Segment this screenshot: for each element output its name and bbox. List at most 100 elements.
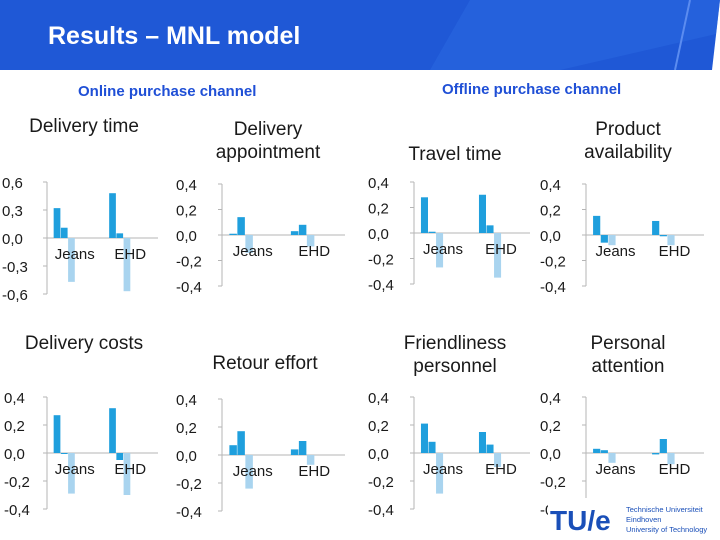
category-label-ehd: EHD: [485, 461, 517, 478]
category-label-ehd: EHD: [298, 463, 330, 480]
y-tick-label: -0,2: [368, 474, 394, 491]
bar-jeans-series-1: [420, 197, 428, 233]
bar-ehd-series-1: [652, 220, 660, 235]
bar-jeans-series-3: [68, 453, 75, 494]
bar-jeans-series-2: [428, 441, 436, 453]
logo-line-3: University of Technology: [626, 525, 707, 534]
title-banner: Results – MNL model: [0, 0, 720, 70]
offline-channel-label: Offline purchase channel: [442, 81, 622, 98]
chart-title-delivery-appointment: Delivery appointment: [215, 119, 321, 163]
y-tick-label: -0,3: [2, 259, 28, 276]
bar-jeans-series-1: [420, 423, 428, 453]
chart-title-personal-attention: Personal attention: [590, 333, 666, 377]
bar-ehd-series-1: [478, 432, 486, 453]
category-label-jeans: Jeans: [595, 461, 635, 478]
bar-ehd-series-2: [659, 235, 667, 237]
y-tick-label: 0,4: [4, 390, 25, 407]
bar-jeans-series-1: [593, 215, 601, 235]
bar-jeans-series-3: [245, 455, 253, 489]
category-label-ehd: EHD: [114, 246, 146, 263]
bar-jeans-series-3: [608, 235, 616, 246]
logo-line-2: Eindhoven: [626, 515, 661, 524]
bar-ehd-series-3: [123, 453, 131, 495]
bar-ehd-series-3: [494, 453, 502, 467]
bar-ehd-series-3: [306, 455, 315, 465]
y-tick-label: 0,2: [540, 203, 561, 220]
y-tick-label: -0,4: [540, 279, 566, 296]
category-label-jeans: Jeans: [423, 461, 463, 478]
y-tick-label: 0,4: [540, 390, 561, 407]
y-tick-label: 0,0: [4, 446, 25, 463]
y-tick-label: 0,3: [2, 203, 23, 220]
bar-jeans-series-2: [428, 231, 436, 233]
chart-title-product-availability: Product availability: [584, 119, 672, 163]
category-label-jeans: Jeans: [595, 243, 635, 260]
bar-ehd-series-3: [667, 453, 675, 465]
y-tick-label: 0,4: [368, 390, 389, 407]
bar-ehd-series-2: [116, 233, 124, 238]
category-label-ehd: EHD: [659, 461, 691, 478]
chart-title-delivery-costs: Delivery costs: [24, 333, 144, 354]
y-tick-label: 0,4: [368, 175, 389, 192]
bar-ehd-series-1: [109, 408, 116, 453]
category-label-ehd: EHD: [114, 461, 146, 478]
y-tick-label: -0,2: [540, 254, 566, 271]
category-label-ehd: EHD: [298, 243, 330, 260]
category-label-jeans: Jeans: [233, 243, 273, 260]
tue-logo: TU/e Technische Universiteit Eindhoven U…: [548, 498, 720, 540]
y-tick-label: 0,0: [176, 448, 197, 465]
y-tick-label: 0,0: [2, 231, 23, 248]
bar-ehd-series-1: [478, 194, 486, 233]
bar-ehd-series-3: [494, 233, 502, 278]
banner-shape: [0, 0, 720, 70]
bar-jeans-series-3: [608, 453, 616, 463]
category-label-ehd: EHD: [659, 243, 691, 260]
bar-jeans-series-3: [68, 238, 75, 282]
y-tick-label: 0,4: [540, 177, 561, 194]
category-label-ehd: EHD: [485, 241, 517, 258]
bar-jeans-series-2: [600, 235, 608, 243]
y-tick-label: -0,4: [368, 502, 394, 519]
y-tick-label: 0,2: [368, 418, 389, 435]
bar-ehd-series-3: [306, 235, 315, 247]
chart-title-retour-effort: Retour effort: [212, 353, 318, 374]
chart-title-delivery-time: Delivery time: [29, 116, 139, 137]
bar-jeans-series-3: [245, 235, 253, 253]
bar-jeans-series-2: [237, 217, 245, 235]
y-tick-label: 0,2: [176, 203, 197, 220]
y-tick-label: -0,4: [368, 277, 394, 294]
y-tick-label: -0,2: [4, 474, 30, 491]
category-label-jeans: Jeans: [233, 463, 273, 480]
logo-mark: TU/e: [550, 505, 611, 536]
y-tick-label: 0,4: [176, 392, 197, 409]
y-tick-label: 0,6: [2, 175, 23, 192]
category-label-jeans: Jeans: [55, 461, 95, 478]
y-tick-label: -0,2: [176, 254, 202, 271]
bar-jeans-series-1: [229, 445, 237, 455]
y-tick-label: -0,4: [4, 502, 30, 519]
logo-line-1: Technische Universiteit: [626, 505, 704, 514]
y-tick-label: -0,2: [368, 252, 394, 269]
bar-ehd-series-2: [116, 453, 124, 460]
y-tick-label: 0,4: [176, 177, 197, 194]
y-tick-label: 0,0: [540, 228, 561, 245]
y-tick-label: -0,2: [176, 476, 202, 493]
bar-ehd-series-2: [486, 444, 494, 453]
bar-ehd-series-2: [298, 224, 307, 235]
category-label-jeans: Jeans: [55, 246, 95, 263]
category-label-jeans: Jeans: [423, 241, 463, 258]
bar-ehd-series-1: [290, 231, 299, 235]
bar-ehd-series-3: [123, 238, 131, 292]
y-tick-label: 0,0: [368, 226, 389, 243]
bar-ehd-series-1: [652, 453, 660, 455]
y-tick-label: -0,2: [540, 474, 566, 491]
bar-jeans-series-2: [60, 453, 68, 454]
bar-ehd-series-3: [667, 235, 675, 246]
bar-ehd-series-2: [298, 441, 307, 455]
bar-jeans-series-3: [436, 453, 444, 494]
page-title: Results – MNL model: [48, 22, 301, 50]
bar-jeans-series-1: [53, 208, 61, 238]
y-tick-label: 0,2: [176, 420, 197, 437]
y-tick-label: 0,0: [176, 228, 197, 245]
online-channel-label: Online purchase channel: [78, 83, 257, 100]
